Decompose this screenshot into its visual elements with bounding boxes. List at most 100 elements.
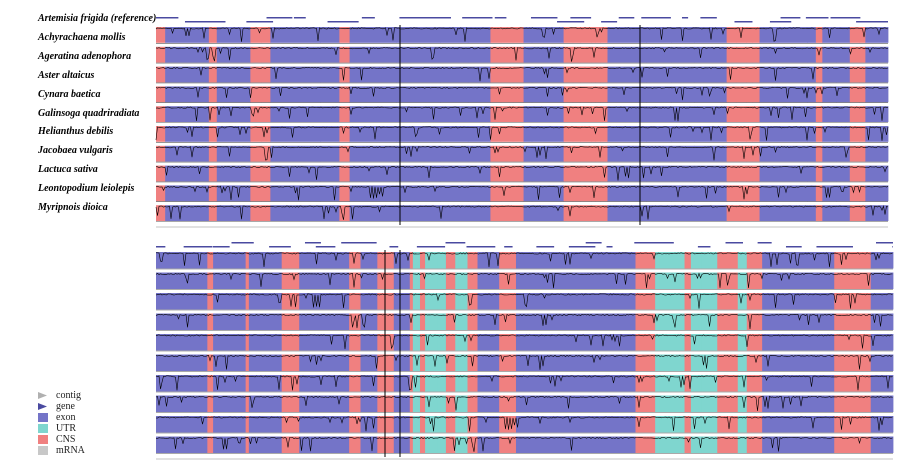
cns-block bbox=[507, 416, 517, 433]
gene-arrow bbox=[734, 21, 753, 23]
cns-block bbox=[512, 205, 524, 221]
exon-block bbox=[440, 205, 469, 221]
cns-block bbox=[449, 354, 456, 371]
species-label: Aster altaicus bbox=[38, 69, 95, 81]
cns-block bbox=[349, 293, 361, 310]
cns-block bbox=[650, 293, 656, 310]
exon-block bbox=[870, 272, 894, 289]
cns-block bbox=[849, 436, 854, 453]
utr-block bbox=[437, 272, 447, 289]
gene-annotation-track bbox=[156, 17, 888, 23]
gene-arrow bbox=[422, 17, 449, 19]
exon-block bbox=[270, 185, 321, 202]
cns-block bbox=[859, 185, 866, 202]
gene-arrow bbox=[212, 246, 230, 248]
utr-block bbox=[425, 354, 439, 371]
cns-block bbox=[207, 293, 214, 310]
cns-block bbox=[281, 313, 288, 330]
cns-block bbox=[385, 334, 395, 351]
exon-block bbox=[156, 375, 208, 392]
identity-trace bbox=[155, 395, 893, 412]
exon-block bbox=[216, 86, 251, 103]
cns-block bbox=[735, 86, 747, 103]
cns-block bbox=[419, 334, 426, 351]
cns-block bbox=[250, 205, 262, 221]
cns-block bbox=[650, 354, 656, 371]
exon-block bbox=[762, 395, 783, 412]
exon-block bbox=[523, 165, 533, 182]
utr-block bbox=[455, 252, 459, 269]
gene-arrow bbox=[725, 242, 744, 244]
cns-block bbox=[287, 313, 300, 330]
exon-block bbox=[807, 185, 817, 202]
exon-block bbox=[822, 126, 837, 142]
utr-block bbox=[655, 375, 661, 392]
cns-block bbox=[499, 436, 508, 453]
cns-block bbox=[339, 86, 350, 103]
exon-block bbox=[299, 334, 324, 351]
utr-block bbox=[659, 395, 673, 412]
exon-block bbox=[836, 185, 851, 202]
exon-block bbox=[607, 205, 647, 221]
utr-block bbox=[655, 354, 661, 371]
cns-block bbox=[563, 205, 574, 221]
cns-block bbox=[512, 145, 524, 162]
exon-block bbox=[213, 395, 247, 412]
alignment-row bbox=[155, 145, 889, 163]
identity-trace bbox=[155, 375, 893, 391]
cns-block bbox=[580, 66, 592, 83]
cns-block bbox=[572, 106, 581, 122]
cns-block bbox=[507, 395, 517, 412]
cns-block bbox=[349, 252, 361, 269]
cns-block bbox=[717, 395, 729, 412]
utr-block bbox=[455, 375, 459, 392]
cns-block bbox=[572, 185, 581, 202]
utr-block bbox=[458, 416, 468, 433]
cns-block bbox=[595, 46, 601, 63]
alignment-row bbox=[155, 204, 889, 222]
exon-block bbox=[396, 185, 441, 202]
gene-arrow bbox=[769, 21, 792, 23]
exon-block bbox=[477, 293, 500, 310]
cns-block bbox=[684, 313, 692, 330]
exon-block bbox=[568, 293, 614, 310]
cns-block bbox=[572, 27, 581, 43]
cns-block bbox=[281, 416, 288, 433]
cns-block bbox=[746, 416, 756, 433]
exon-block bbox=[216, 126, 251, 142]
cns-block bbox=[507, 354, 517, 371]
exon-block bbox=[248, 416, 283, 433]
exon-block bbox=[613, 436, 636, 453]
exon-block bbox=[360, 436, 378, 453]
gene-arrow bbox=[494, 17, 507, 19]
cns-block bbox=[250, 86, 262, 103]
exon-block bbox=[393, 354, 411, 371]
cns-block bbox=[864, 334, 872, 351]
gene-annotation-track bbox=[156, 242, 893, 248]
exon-block bbox=[671, 205, 695, 221]
exon-block bbox=[467, 86, 491, 103]
cns-block bbox=[419, 313, 426, 330]
exon-block bbox=[807, 86, 817, 103]
cns-block bbox=[208, 27, 218, 43]
exon-block bbox=[467, 165, 491, 182]
exon-block bbox=[270, 165, 321, 182]
utr-block bbox=[690, 313, 702, 330]
utr-block bbox=[655, 313, 661, 330]
utr-block bbox=[458, 334, 468, 351]
utr-block bbox=[455, 334, 459, 351]
alignment-panel-bottom bbox=[155, 242, 894, 460]
cns-block bbox=[635, 354, 644, 371]
cns-block bbox=[250, 46, 262, 63]
gene-arrow bbox=[892, 246, 893, 248]
alignment-row bbox=[156, 252, 894, 270]
cns-block bbox=[467, 293, 478, 310]
exon-block bbox=[671, 185, 695, 202]
exon-block bbox=[213, 313, 247, 330]
exon-block bbox=[607, 66, 647, 83]
cns-block bbox=[642, 354, 652, 371]
cns-block bbox=[580, 145, 592, 162]
exon-block bbox=[270, 145, 321, 162]
exon-block bbox=[782, 375, 835, 392]
cns-block bbox=[849, 46, 860, 63]
